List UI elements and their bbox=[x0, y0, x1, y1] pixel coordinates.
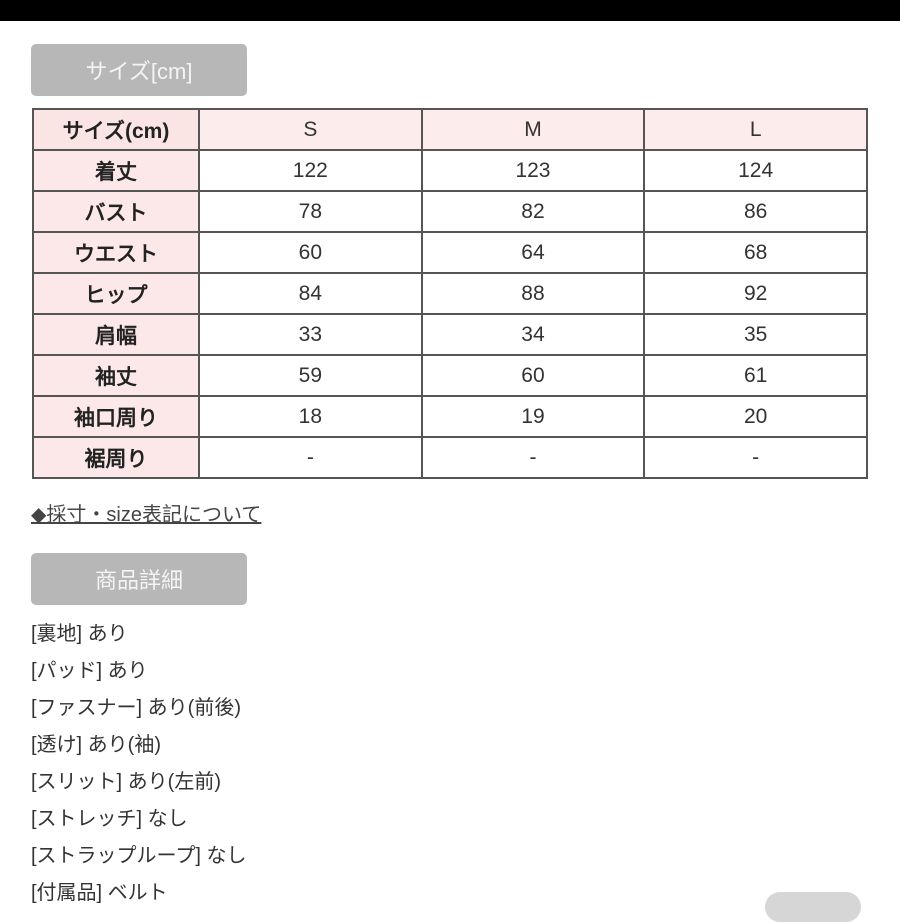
header-cell: サイズ(cm) bbox=[32, 108, 200, 151]
table-row: バスト 78 82 86 bbox=[32, 190, 868, 233]
value-cell: 68 bbox=[643, 231, 868, 274]
value-cell: 18 bbox=[198, 395, 423, 438]
size-section-heading: サイズ[cm] bbox=[31, 44, 247, 96]
row-label: 袖丈 bbox=[32, 354, 200, 397]
row-label: ヒップ bbox=[32, 272, 200, 315]
value-cell: 84 bbox=[198, 272, 423, 315]
table-row: ヒップ 84 88 92 bbox=[32, 272, 868, 315]
value-cell: 33 bbox=[198, 313, 423, 356]
value-cell: 19 bbox=[420, 395, 646, 438]
size-table: サイズ(cm) S M L 着丈 122 123 124 バスト 78 82 86 ウエスト 60 64 68… bbox=[32, 108, 868, 479]
header-cell: S bbox=[198, 108, 423, 151]
top-bar bbox=[0, 0, 900, 21]
details-list: [裏地] あり [パッド] あり [ファスナー] あり(前後) [透け] あり(袖) [… bbox=[31, 620, 246, 916]
detail-item: [パッド] あり bbox=[31, 660, 148, 682]
row-label: 袖口周り bbox=[32, 395, 200, 438]
value-cell: - bbox=[420, 436, 646, 479]
table-header-row: サイズ(cm) S M L bbox=[32, 108, 868, 151]
detail-item: [ストレッチ] なし bbox=[31, 808, 188, 830]
row-label: 裾周り bbox=[32, 436, 200, 479]
table-row: 袖口周り 18 19 20 bbox=[32, 395, 868, 438]
details-section-heading: 商品詳細 bbox=[31, 553, 247, 605]
value-cell: 20 bbox=[643, 395, 868, 438]
value-cell: 34 bbox=[420, 313, 646, 356]
value-cell: 124 bbox=[643, 149, 868, 192]
value-cell: 123 bbox=[420, 149, 646, 192]
value-cell: 61 bbox=[643, 354, 868, 397]
value-cell: 86 bbox=[643, 190, 868, 233]
value-cell: 82 bbox=[420, 190, 646, 233]
row-label: バスト bbox=[32, 190, 200, 233]
floating-button[interactable] bbox=[765, 892, 861, 922]
table-row: 着丈 122 123 124 bbox=[32, 149, 868, 192]
table-row: 肩幅 33 34 35 bbox=[32, 313, 868, 356]
detail-item: [付属品] ベルト bbox=[31, 882, 168, 904]
value-cell: 122 bbox=[198, 149, 423, 192]
value-cell: 64 bbox=[420, 231, 646, 274]
detail-item: [裏地] あり bbox=[31, 623, 128, 645]
value-cell: - bbox=[643, 436, 868, 479]
row-label: 着丈 bbox=[32, 149, 200, 192]
row-label: 肩幅 bbox=[32, 313, 200, 356]
header-cell: L bbox=[643, 108, 868, 151]
detail-item: [ファスナー] あり(前後) bbox=[31, 697, 241, 719]
detail-item: [スリット] あり(左前) bbox=[31, 771, 221, 793]
table-row: ウエスト 60 64 68 bbox=[32, 231, 868, 274]
detail-item: [ストラップループ] なし bbox=[31, 845, 247, 867]
detail-item: [透け] あり(袖) bbox=[31, 734, 161, 756]
value-cell: 92 bbox=[643, 272, 868, 315]
header-cell: M bbox=[420, 108, 646, 151]
value-cell: 59 bbox=[198, 354, 423, 397]
size-notation-link[interactable]: ◆採寸・size表記について bbox=[31, 504, 262, 526]
row-label: ウエスト bbox=[32, 231, 200, 274]
table-row: 裾周り - - - bbox=[32, 436, 868, 479]
value-cell: 35 bbox=[643, 313, 868, 356]
table-row: 袖丈 59 60 61 bbox=[32, 354, 868, 397]
value-cell: 60 bbox=[198, 231, 423, 274]
value-cell: 78 bbox=[198, 190, 423, 233]
value-cell: 88 bbox=[420, 272, 646, 315]
value-cell: - bbox=[198, 436, 423, 479]
value-cell: 60 bbox=[420, 354, 646, 397]
